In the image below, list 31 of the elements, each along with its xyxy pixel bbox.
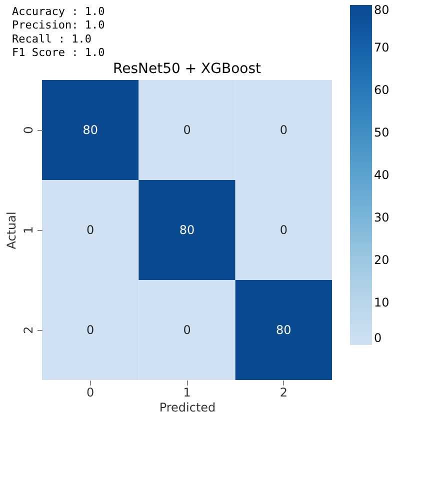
data-label: 0 bbox=[280, 223, 288, 237]
text: Accuracy : 1.0 bbox=[12, 4, 105, 18]
x-tick-label: 1 bbox=[183, 386, 191, 400]
data-label: 0 bbox=[86, 223, 94, 237]
chart-title: ResNet50 + XGBoost bbox=[113, 61, 262, 77]
color-bar-label: 70 bbox=[374, 40, 390, 54]
y-tick-label: 0 bbox=[22, 126, 36, 134]
color-bar-label: 50 bbox=[374, 126, 390, 140]
color-bar-label: 0 bbox=[374, 331, 382, 345]
data-label: 0 bbox=[86, 323, 94, 337]
color-bar-label: 80 bbox=[374, 3, 390, 17]
y-tick-label: 2 bbox=[22, 326, 36, 334]
data-label: 80 bbox=[179, 223, 195, 237]
data-label: 0 bbox=[183, 123, 191, 137]
y-tick-label: 1 bbox=[22, 226, 36, 234]
y-axis-title: Actual bbox=[4, 212, 18, 250]
text: Recall : 1.0 bbox=[12, 32, 92, 46]
data-label: 0 bbox=[280, 123, 288, 137]
x-axis-title: Predicted bbox=[159, 400, 216, 414]
color-bar-label: 30 bbox=[374, 210, 390, 224]
x-tick-label: 0 bbox=[86, 386, 94, 400]
color-bar-label: 20 bbox=[374, 253, 390, 267]
color-bar-label: 60 bbox=[374, 83, 390, 97]
data-label: 80 bbox=[82, 123, 98, 137]
x-tick-label: 2 bbox=[280, 386, 288, 400]
text: F1 Score : 1.0 bbox=[12, 46, 105, 60]
data-label: 80 bbox=[276, 323, 292, 337]
color-bar-label: 40 bbox=[374, 168, 390, 182]
data-label: 0 bbox=[183, 323, 191, 337]
text: Precision: 1.0 bbox=[12, 18, 105, 32]
color-bar-label: 10 bbox=[374, 296, 390, 310]
